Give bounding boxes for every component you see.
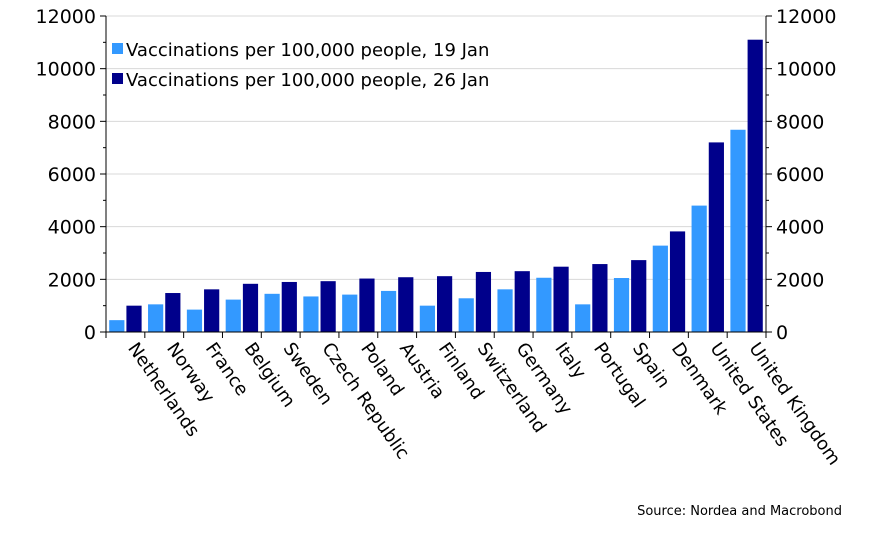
right-y-tick-label: 6000 [776,164,824,186]
bars-group [109,39,763,332]
left-y-tick-label: 6000 [48,164,96,186]
bar-19-jan [652,245,668,332]
left-y-tick-label: 0 [84,322,96,344]
right-y-tick-label: 2000 [776,269,824,291]
bar-26-jan [708,142,724,332]
left-y-tick-label: 2000 [48,269,96,291]
bar-19-jan [225,299,241,332]
bar-26-jan [281,281,297,332]
bar-26-jan [747,39,763,332]
bar-26-jan [475,271,492,332]
bar-26-jan [398,277,414,332]
bar-19-jan [148,304,164,332]
bar-19-jan [691,205,707,332]
right-y-tick-label: 10000 [776,59,836,81]
bar-26-jan [631,260,647,332]
bar-26-jan [553,266,569,332]
bar-26-jan [592,264,608,332]
right-y-tick-label: 12000 [776,6,836,28]
bar-26-jan [204,289,220,332]
left-y-tick-label: 4000 [48,217,96,239]
source-note: Source: Nordea and Macrobond [637,504,842,519]
left-y-axis-ticks: 0 2000 4000 6000 8000 10000 12000 [36,6,106,344]
bar-19-jan [380,290,397,332]
left-y-tick-label: 8000 [48,111,96,133]
bar-19-jan [458,298,474,332]
bar-26-jan [320,281,336,332]
category-labels: NetherlandsNorwayFranceBelgiumSwedenCzec… [123,339,844,469]
bar-19-jan [303,296,319,332]
bar-19-jan [264,293,280,332]
left-y-tick-label: 10000 [36,59,96,81]
bar-19-jan [730,129,746,332]
left-y-tick-label: 12000 [36,6,96,28]
legend-label-19-jan: Vaccinations per 100,000 people, 19 Jan [126,40,489,61]
bar-19-jan [536,277,552,332]
right-y-tick-label: 8000 [776,111,824,133]
legend-swatch-26-jan [112,73,123,84]
bar-19-jan [497,289,513,332]
bar-19-jan [575,304,591,332]
bar-26-jan [669,231,686,332]
right-y-axis-ticks: 0 2000 4000 6000 8000 10000 12000 [766,6,836,344]
bar-19-jan [186,309,203,332]
bar-26-jan [359,278,375,332]
bar-19-jan [419,305,435,332]
bar-26-jan [126,305,142,332]
right-y-tick-label: 4000 [776,217,824,239]
bar-19-jan [109,320,125,332]
bar-26-jan [165,293,181,332]
bar-26-jan [242,283,259,332]
bar-26-jan [437,276,453,332]
bar-26-jan [514,271,530,332]
legend-swatch-19-jan [112,43,123,54]
right-y-tick-label: 0 [776,322,788,344]
legend-label-26-jan: Vaccinations per 100,000 people, 26 Jan [126,70,489,91]
category-label: Italy [550,339,590,383]
bar-19-jan [342,294,358,332]
bar-19-jan [613,278,630,332]
legend: Vaccinations per 100,000 people, 19 Jan … [112,40,489,91]
